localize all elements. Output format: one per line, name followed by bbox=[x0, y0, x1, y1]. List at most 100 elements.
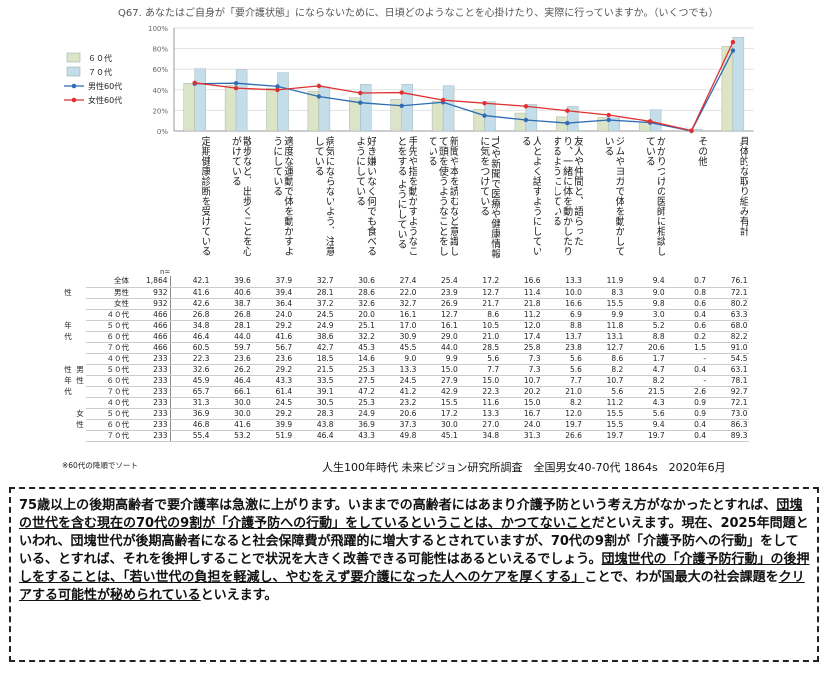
table-cell: 17.0 bbox=[376, 320, 419, 332]
table-cell: 11.2 bbox=[501, 309, 543, 321]
chart-title: Q67. あなたはご自身が「要介護状態」にならないために、日頃どのようなことを心… bbox=[118, 8, 719, 19]
table-cell: 7.7 bbox=[542, 375, 584, 387]
table-cell: 45.5 bbox=[376, 342, 419, 354]
series-line bbox=[194, 50, 734, 132]
bar-70s bbox=[360, 84, 372, 132]
table-cell: 21.7 bbox=[459, 298, 502, 310]
table-cell: 8.8 bbox=[542, 320, 584, 332]
table-cell: 14.6 bbox=[335, 353, 377, 365]
table-cell: 27.4 bbox=[376, 276, 419, 288]
table-cell: 28.1 bbox=[294, 287, 336, 299]
table-cell: 27.9 bbox=[418, 375, 460, 387]
table-cell: 22.3 bbox=[459, 386, 502, 398]
table-cell: 8.2 bbox=[625, 375, 667, 387]
table-cell: 9.9 bbox=[583, 309, 626, 321]
table-cell: 43.8 bbox=[294, 419, 336, 431]
table-cell: 39.4 bbox=[252, 287, 295, 299]
table-row-label bbox=[74, 298, 86, 309]
table-cell: 21.5 bbox=[294, 364, 336, 376]
table-cell: 27.5 bbox=[335, 375, 377, 387]
table-cell: 29.2 bbox=[252, 320, 295, 332]
y-tick-label: 100% bbox=[148, 25, 168, 33]
table-row-label: 性 bbox=[76, 419, 84, 429]
table-row-label: 233 bbox=[134, 408, 171, 420]
series-point bbox=[192, 80, 197, 85]
table-cell: 3.0 bbox=[625, 309, 667, 321]
table-cell: 9.0 bbox=[625, 287, 667, 299]
x-tick-label: かかりつけの医師に相談している bbox=[643, 136, 666, 256]
table-cell: 59.7 bbox=[211, 342, 253, 354]
table-cell: 5.2 bbox=[625, 320, 667, 332]
x-tick-label: 散歩など、出歩くことを心がけている bbox=[229, 136, 252, 256]
table-cell: 55.4 bbox=[170, 430, 212, 442]
table-cell: 42.7 bbox=[294, 342, 336, 354]
table-cell: 8.8 bbox=[625, 331, 667, 343]
table-row: 代 ７０代 233 65.7 66.1 61.4 39.1 47.2 41.2 42.9 22.3 2… bbox=[62, 386, 750, 398]
table-cell: 46.4 bbox=[170, 331, 212, 343]
table-cell: 37.3 bbox=[376, 419, 419, 431]
table-row: 年性 ６０代 233 45.9 46.4 43.3 33.5 27.5 24.5 27.9 15.0… bbox=[62, 375, 750, 387]
x-tick-label: 人とよく話すようにしている bbox=[519, 136, 542, 256]
table-row: 全体 1,864 42.1 39.6 37.9 32.7 30.6 27.4 25.4 17.2 1… bbox=[62, 276, 750, 288]
table-cell: 30.5 bbox=[294, 397, 336, 409]
table-row-label: ５０代 bbox=[86, 408, 134, 420]
table-cell: 43.3 bbox=[335, 430, 377, 442]
table-cell: 15.0 bbox=[501, 397, 543, 409]
table-cell: 82.2 bbox=[708, 331, 750, 343]
table-cell: 21.5 bbox=[625, 386, 667, 398]
table-cell: 33.5 bbox=[294, 375, 336, 387]
table-cell: 7.3 bbox=[501, 353, 543, 365]
comment-box: 75歳以上の後期高齢者で要介護率は急激に上がります。いままでの高齢者にはあまり介… bbox=[9, 487, 819, 662]
table-row-label: ４０代 bbox=[86, 353, 134, 365]
table-cell: 76.1 bbox=[708, 276, 750, 288]
bar-60s bbox=[514, 112, 527, 132]
table-cell: 30.0 bbox=[211, 397, 253, 409]
table-cell: 80.2 bbox=[708, 298, 750, 310]
table-cell: 73.0 bbox=[708, 408, 750, 420]
table-cell: 15.5 bbox=[418, 397, 460, 409]
table-row: 年 ５０代 466 34.8 28.1 29.2 24.9 25.1 17.0 16.1 10.5 1… bbox=[62, 320, 750, 332]
table-cell: 42.6 bbox=[170, 298, 212, 310]
table-cell: 9.4 bbox=[625, 276, 667, 288]
table-cell: 22.3 bbox=[170, 353, 212, 365]
table-cell: 38.6 bbox=[294, 331, 336, 343]
table-row-label bbox=[62, 353, 74, 364]
table-cell: 28.5 bbox=[459, 342, 502, 354]
table-row-label: 代 bbox=[64, 331, 72, 341]
table-cell: 39.9 bbox=[252, 419, 295, 431]
table-cell: 5.6 bbox=[625, 408, 667, 420]
table-cell: 45.1 bbox=[418, 430, 460, 442]
chart-lines bbox=[192, 39, 736, 134]
series-point bbox=[440, 97, 446, 103]
table-cell: 12.0 bbox=[542, 408, 584, 420]
bar-70s bbox=[732, 37, 745, 132]
legend-label: ６０代 bbox=[88, 53, 112, 63]
series-point bbox=[358, 100, 363, 105]
table-cell: 8.3 bbox=[583, 287, 626, 299]
table-cell: 7.7 bbox=[459, 364, 502, 376]
legend-marker bbox=[71, 83, 77, 89]
table-cell: 68.0 bbox=[708, 320, 750, 332]
series-point bbox=[316, 83, 322, 89]
series-point bbox=[316, 94, 322, 99]
table-cell: 18.5 bbox=[294, 353, 336, 365]
series-point bbox=[482, 100, 487, 106]
x-tick-label: その他 bbox=[695, 136, 707, 166]
table-cell: 31.3 bbox=[501, 430, 543, 442]
table-cell: 13.3 bbox=[376, 364, 419, 376]
table-cell: 16.1 bbox=[376, 309, 419, 321]
table-cell: 25.8 bbox=[501, 342, 543, 354]
table-row-label: 代 bbox=[64, 386, 72, 396]
table-cell: 5.6 bbox=[542, 364, 584, 376]
table-cell: 0.4 bbox=[666, 364, 709, 376]
table-cell: 0.8 bbox=[666, 287, 709, 299]
table-cell: 17.2 bbox=[418, 408, 460, 420]
table-cell: 5.6 bbox=[542, 353, 584, 365]
table-cell: 0.6 bbox=[666, 320, 709, 332]
table-cell: 16.7 bbox=[501, 408, 543, 420]
table-row-label: 年 bbox=[64, 320, 72, 330]
x-tick-label: 手先や指を動かすようなことをする ようにしている bbox=[395, 136, 417, 256]
series-point bbox=[399, 103, 404, 108]
table-cell: 44.0 bbox=[211, 331, 253, 343]
